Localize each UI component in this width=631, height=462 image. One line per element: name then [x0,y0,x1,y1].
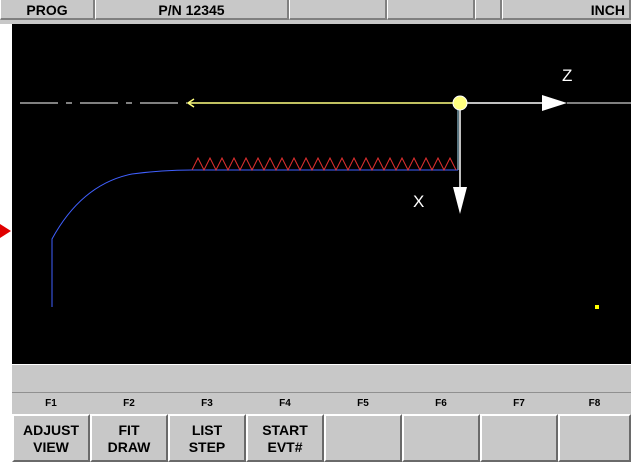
status-slot-5 [475,0,502,20]
fkey-label-f8: F8 [588,398,601,409]
fkey-label-f7: F7 [513,398,525,409]
part-number: P/N 12345 [95,0,289,20]
softkey-label: EVT# [267,439,303,455]
fkey-label-f1: F1 [45,398,57,409]
softkey-label: VIEW [33,439,69,455]
active-pointer-icon [0,224,11,238]
status-slot-4 [387,0,475,20]
softkey-label: ADJUST [22,422,79,438]
start-evt-button[interactable]: START EVT# [246,414,324,462]
softkey-f8-button[interactable] [558,414,631,462]
toolpath-arrow-icon [186,98,195,108]
reference-point-icon [595,305,599,309]
softkey-label: STEP [188,439,226,455]
top-status-bar: PROG P/N 12345 INCH [0,0,631,24]
softkey-label: DRAW [107,439,151,455]
tool-position-icon [452,95,468,111]
z-axis-label: Z [562,66,572,85]
fkey-label-f3: F3 [201,398,213,409]
toolpath-drawing: Z X [20,66,631,309]
x-axis-label: X [413,192,424,211]
units-indicator: INCH [502,0,631,20]
adjust-view-button[interactable]: ADJUST VIEW [12,414,90,462]
x-axis-arrow-icon [453,187,467,214]
status-slot-3 [289,0,387,20]
softkey-label: START [262,422,308,438]
fkey-label-f4: F4 [279,398,291,409]
list-step-button[interactable]: LIST STEP [168,414,246,462]
fkey-label-f2: F2 [123,398,135,409]
mode-indicator: PROG [0,0,95,20]
thread-path [191,156,457,172]
softkey-row: ADJUST VIEW FIT DRAW LIST STEP START EVT… [12,414,631,462]
softkey-label: LIST [191,422,223,438]
z-axis-arrow-icon [542,95,567,111]
softkey-f6-button[interactable] [402,414,480,462]
softkey-label: FIT [118,422,140,438]
fkey-label-f6: F6 [435,398,447,409]
graphics-viewport[interactable]: Z X [12,24,631,364]
softkey-f7-button[interactable] [480,414,558,462]
part-profile [51,169,458,307]
softkey-f5-button[interactable] [324,414,402,462]
message-bar [12,364,631,392]
fkey-label-f5: F5 [357,398,369,409]
function-key-row: F1 F2 F3 F4 F5 F6 F7 F8 [12,392,631,414]
fit-draw-button[interactable]: FIT DRAW [90,414,168,462]
